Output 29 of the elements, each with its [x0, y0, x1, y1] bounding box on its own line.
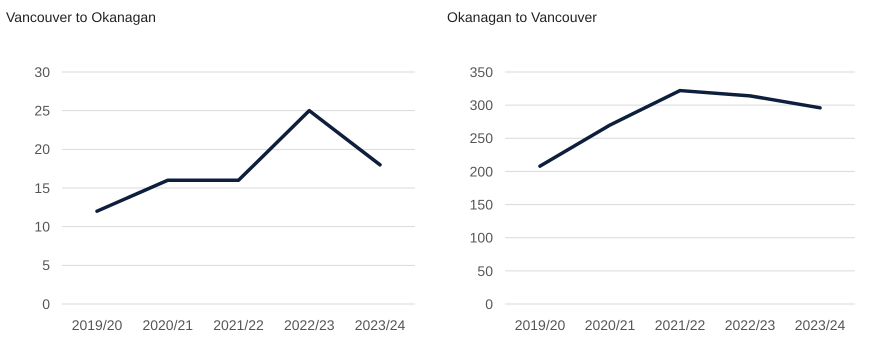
y-tick-label: 10	[34, 218, 50, 235]
line-series	[95, 108, 382, 213]
y-tick-label: 150	[470, 196, 494, 212]
x-tick-label: 2020/21	[142, 317, 194, 333]
y-tick-label: 100	[470, 230, 494, 246]
line-series	[538, 88, 822, 168]
y-tick-label: 200	[470, 163, 494, 180]
y-tick-label: 25	[34, 102, 50, 119]
x-tick-label: 2022/23	[724, 317, 776, 333]
x-tick-label: 2022/23	[284, 317, 335, 333]
chart-title: Vancouver to Okanagan	[6, 9, 156, 25]
y-tick-label: 0	[42, 296, 50, 312]
y-tick-label: 250	[470, 130, 494, 146]
x-tick-label: 2020/21	[584, 317, 636, 333]
y-tick-label: 5	[42, 257, 50, 274]
y-tick-label: 50	[477, 262, 494, 279]
y-tick-label: 0	[485, 296, 494, 312]
y-tick-label: 350	[470, 64, 494, 80]
y-tick-label: 300	[470, 97, 494, 114]
x-tick-label: 2023/24	[354, 317, 406, 333]
chart-title: Okanagan to Vancouver	[447, 9, 598, 25]
x-tick-label: 2019/20	[514, 317, 566, 333]
y-tick-label: 30	[34, 64, 50, 80]
x-tick-label: 2021/22	[654, 317, 706, 333]
y-tick-label: 15	[34, 180, 50, 196]
x-tick-label: 2023/24	[794, 317, 846, 333]
x-tick-label: 2021/22	[213, 317, 264, 333]
y-tick-label: 20	[34, 141, 50, 158]
x-tick-label: 2019/20	[72, 317, 123, 333]
